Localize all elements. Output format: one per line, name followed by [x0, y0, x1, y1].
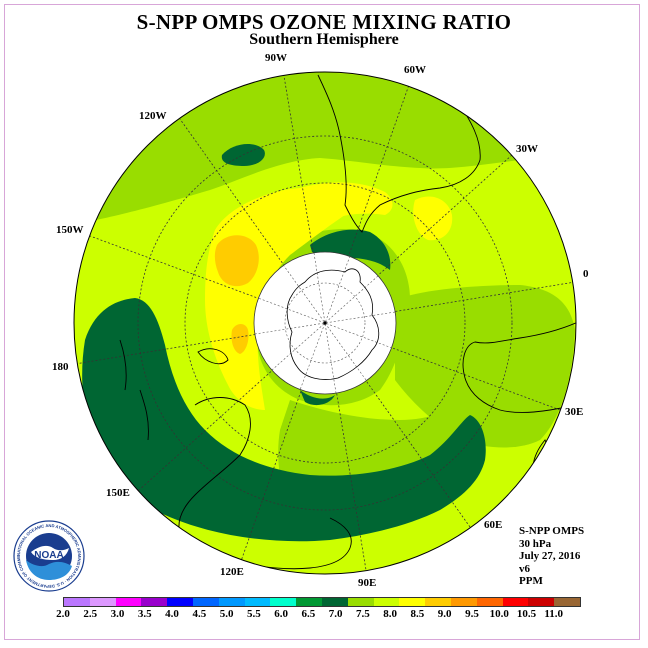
colorbar-swatch — [554, 598, 580, 606]
info-version: v6 — [519, 562, 530, 575]
lon-label-180: 180 — [52, 361, 69, 373]
lon-label-0: 0 — [583, 268, 589, 280]
colorbar-tick-label: 7.0 — [328, 608, 343, 620]
ozone-field-7.5-north — [96, 72, 520, 220]
colorbar-tick-label: 6.5 — [301, 608, 316, 620]
lon-label-90E: 90E — [358, 577, 376, 589]
dataset-info: S-NPP OMPS 30 hPa July 27, 2016 v6 PPM — [519, 525, 584, 588]
colorbar-tick-label: 5.5 — [246, 608, 261, 620]
colorbar — [63, 597, 581, 607]
colorbar-tick-label: 8.5 — [410, 608, 425, 620]
colorbar-swatch — [373, 598, 400, 606]
ozone-field-7.0-ring-north — [310, 229, 391, 270]
colorbar-swatch — [321, 598, 348, 606]
ozone-field-8.5-north — [300, 182, 393, 220]
meridian-30E-150W — [89, 235, 561, 411]
colorbar-tick-label: 3.0 — [110, 608, 125, 620]
latitude-circle-inner — [184, 182, 466, 464]
colorbar-tick-label: 4.5 — [192, 608, 207, 620]
coastline-south-america — [317, 74, 481, 233]
colorbar-swatch — [89, 598, 116, 606]
ozone-field-8.5-east — [413, 196, 453, 241]
colorbar-swatch — [218, 598, 245, 606]
ozone-field-9.0-small — [231, 324, 249, 354]
noaa-logo-text: NOAA — [34, 550, 63, 561]
coastline-islands-west — [119, 339, 149, 441]
colorbar-tick-label: 8.0 — [383, 608, 398, 620]
ozone-field-9.0-center — [214, 235, 259, 287]
lon-label-60E: 60E — [484, 519, 502, 531]
longitude-labels: 90W 60W 30W 0 30E 60E 90E 120E 150E 180 … — [52, 52, 589, 589]
colorbar-tick-label: 11.0 — [544, 608, 564, 620]
info-date: July 27, 2016 — [519, 550, 581, 562]
info-units: PPM — [519, 575, 543, 587]
colorbar-tick-label: 9.0 — [437, 608, 452, 620]
coastline-antarctica — [286, 268, 380, 380]
colorbar-tick-label: 9.5 — [465, 608, 479, 620]
meridian-60W-120E — [239, 81, 411, 565]
map-subtitle: Southern Hemisphere — [249, 31, 399, 48]
colorbar-swatch — [296, 598, 322, 606]
colorbar-swatch — [141, 598, 168, 606]
colorbar-tick-label: 5.0 — [219, 608, 234, 620]
colorbar-tick-label: 10.5 — [516, 608, 537, 620]
polar-graticule — [254, 252, 396, 394]
info-instrument: S-NPP OMPS — [519, 525, 585, 537]
colorbar-swatch — [450, 598, 477, 606]
lon-label-150W: 150W — [56, 224, 84, 236]
colorbar-tick-label: 2.5 — [83, 608, 98, 620]
colorbar-swatch — [476, 598, 503, 606]
lon-label-150E: 150E — [106, 487, 130, 499]
plot-frame — [4, 4, 640, 640]
info-level: 30 hPa — [519, 537, 552, 550]
colorbar-tick-label: 2.0 — [56, 608, 70, 620]
colorbar-swatch — [270, 598, 297, 606]
coastline-new-zealand — [197, 348, 229, 365]
lon-label-30W: 30W — [516, 143, 538, 155]
map-border — [73, 71, 577, 575]
coastline-africa — [462, 321, 576, 413]
south-pole-marker — [323, 321, 327, 325]
ozone-field-7.0-ring-south — [300, 390, 335, 406]
ozone-field-7.5-east — [395, 285, 575, 448]
colorbar-swatch — [244, 598, 271, 606]
ozone-field-7.0-band — [82, 298, 486, 542]
colorbar-tick-label: 7.5 — [356, 608, 370, 620]
noaa-logo: NOAA NATIONAL OCEANIC AND ATMOSPHERIC AD… — [13, 520, 85, 592]
colorbar-swatch — [347, 598, 374, 606]
colorbar-tick-label: 10.0 — [489, 608, 509, 620]
colorbar-swatch — [167, 598, 193, 606]
colorbar-swatch — [64, 598, 90, 606]
colorbar-tick-label: 3.5 — [137, 608, 152, 620]
colorbar-swatch — [115, 598, 142, 606]
colorbar-tick-label: 4.0 — [165, 608, 179, 620]
colorbar-swatch — [528, 598, 555, 606]
colorbar-tick-label: 6.0 — [274, 608, 288, 620]
lon-label-120E: 120E — [220, 566, 244, 578]
lon-label-30E: 30E — [565, 406, 583, 418]
map-title: S-NPP OMPS OZONE MIXING RATIO — [136, 10, 512, 34]
colorbar-swatch — [399, 598, 426, 606]
colorbar-swatch — [425, 598, 451, 606]
lon-label-60W: 60W — [404, 64, 426, 76]
meridian-60E-120W — [179, 118, 471, 528]
colorbar-swatch — [192, 598, 219, 606]
lon-label-90W: 90W — [265, 52, 287, 64]
colorbar-swatch — [502, 598, 529, 606]
colorbar-ticks: 2.0 2.5 3.0 3.5 4.0 4.5 5.0 5.5 6.0 6.5 7.0 7.5 8.0 8… — [56, 607, 581, 623]
latitude-circle-outer — [137, 135, 513, 511]
lon-label-120W: 120W — [139, 110, 167, 122]
